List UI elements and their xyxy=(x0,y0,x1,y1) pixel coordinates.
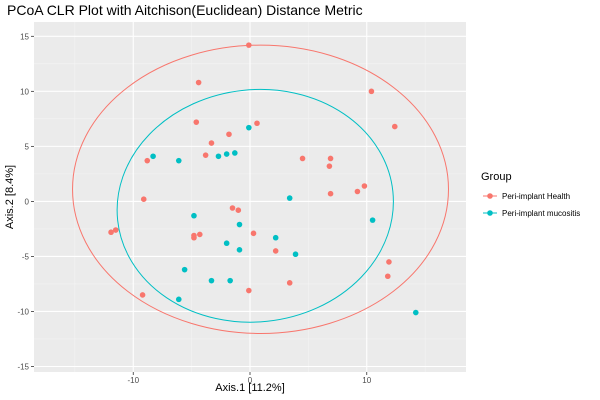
point-peri-implant-health xyxy=(196,231,203,238)
y-tick-label: -5 xyxy=(22,252,30,261)
x-tick-label: 10 xyxy=(362,376,371,385)
point-peri-implant-health xyxy=(391,123,398,130)
x-tick-label: -10 xyxy=(127,376,139,385)
point-peri-implant-health xyxy=(202,152,209,158)
y-tick-label: 15 xyxy=(20,32,29,41)
point-peri-implant-health xyxy=(140,196,147,203)
confidence-ellipses xyxy=(72,44,449,334)
point-peri-implant-health xyxy=(195,79,202,86)
point-peri-implant-mucositis xyxy=(272,234,279,241)
y-tick-label: -10 xyxy=(17,307,29,316)
grid-lines xyxy=(34,22,466,372)
legend-label-peri-implant-mucositis: Peri-implant mucositis xyxy=(502,209,580,218)
point-peri-implant-health xyxy=(193,119,200,125)
point-peri-implant-health xyxy=(226,131,232,138)
ellipse-peri-implant-health xyxy=(72,44,449,334)
point-peri-implant-mucositis xyxy=(175,296,182,303)
point-peri-implant-mucositis xyxy=(246,124,252,131)
point-peri-implant-mucositis xyxy=(412,309,419,316)
point-peri-implant-mucositis xyxy=(215,153,222,160)
point-peri-implant-mucositis xyxy=(286,195,293,201)
point-peri-implant-health xyxy=(235,207,242,214)
y-axis-title: Axis.2 [8.4%] xyxy=(4,165,16,229)
point-peri-implant-health xyxy=(384,273,391,280)
point-peri-implant-health xyxy=(191,234,197,241)
point-peri-implant-health xyxy=(246,42,252,48)
point-peri-implant-mucositis xyxy=(150,153,156,160)
point-peri-implant-health xyxy=(246,287,252,294)
point-peri-implant-health xyxy=(108,229,114,236)
data-points xyxy=(108,42,419,316)
y-axis: -15 -10 -5 0 5 10 15 xyxy=(17,32,34,371)
point-peri-implant-health xyxy=(139,292,146,298)
point-peri-implant-mucositis xyxy=(292,251,299,258)
x-axis-title: Axis.1 [11.2%] xyxy=(215,382,285,394)
legend: Group Peri-implant Health Peri-implant mu… xyxy=(481,171,580,218)
point-peri-implant-mucositis xyxy=(227,277,233,284)
point-peri-implant-health xyxy=(326,163,333,169)
point-peri-implant-mucositis xyxy=(369,217,376,223)
point-peri-implant-health xyxy=(386,259,392,265)
point-peri-implant-mucositis xyxy=(175,157,182,164)
point-peri-implant-mucositis xyxy=(181,266,188,273)
point-peri-implant-health xyxy=(208,140,215,146)
legend-title: Group xyxy=(481,171,512,183)
point-peri-implant-health xyxy=(327,155,334,162)
y-tick-label: 5 xyxy=(25,142,30,151)
point-peri-implant-health xyxy=(254,120,260,127)
point-peri-implant-health xyxy=(250,230,257,237)
legend-key-point-peri-implant-mucositis xyxy=(487,210,493,216)
point-peri-implant-health xyxy=(354,188,361,195)
point-peri-implant-mucositis xyxy=(208,277,215,284)
y-tick-label: 10 xyxy=(20,87,29,96)
point-peri-implant-health xyxy=(286,280,293,286)
point-peri-implant-health xyxy=(368,88,375,95)
point-peri-implant-mucositis xyxy=(223,240,230,247)
x-axis: -10 0 10 xyxy=(127,372,372,385)
legend-label-peri-implant-health: Peri-implant Health xyxy=(502,192,570,201)
point-peri-implant-health xyxy=(299,155,306,162)
point-peri-implant-health xyxy=(272,248,279,254)
point-peri-implant-mucositis xyxy=(236,221,243,228)
legend-key-point-peri-implant-health xyxy=(487,193,493,199)
point-peri-implant-mucositis xyxy=(223,151,230,157)
point-peri-implant-health xyxy=(229,205,236,211)
y-tick-label: -15 xyxy=(17,362,29,371)
point-peri-implant-health xyxy=(112,227,119,233)
chart-title: PCoA CLR Plot with Aitchison(Euclidean) … xyxy=(7,2,363,18)
point-peri-implant-mucositis xyxy=(232,150,238,156)
point-peri-implant-mucositis xyxy=(191,212,197,219)
y-tick-label: 0 xyxy=(25,197,30,206)
point-peri-implant-health xyxy=(327,190,334,197)
ellipse-peri-implant-mucositis xyxy=(116,88,394,323)
x-tick-label: 0 xyxy=(248,376,253,385)
point-peri-implant-health xyxy=(361,183,368,189)
point-peri-implant-mucositis xyxy=(236,247,243,253)
point-peri-implant-health xyxy=(144,157,151,164)
